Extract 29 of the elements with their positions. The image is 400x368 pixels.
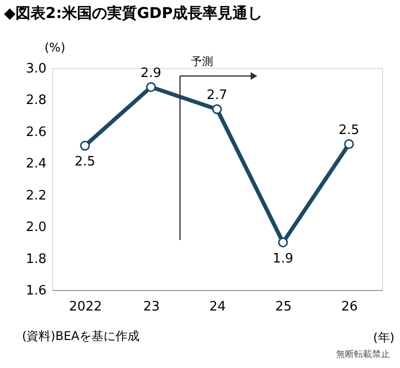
y-tick-label: 2.6 <box>26 124 46 140</box>
y-tick-label: 1.8 <box>26 252 46 267</box>
y-axis-title: (%) <box>44 40 66 54</box>
y-tick-label: 2.8 <box>26 93 46 108</box>
x-tick-label: 23 <box>143 300 160 314</box>
chart-title: ◆図表2:米国の実質GDP成長率見通し <box>4 4 263 22</box>
point <box>278 238 288 248</box>
x-tick-label: 25 <box>275 300 292 314</box>
data-label: 2.9 <box>140 66 162 82</box>
x-tick-label: 26 <box>341 300 358 314</box>
data-label: 1.9 <box>272 251 294 266</box>
y-tick-label: 2.0 <box>26 220 46 236</box>
y-tick-label: 2.2 <box>26 188 46 204</box>
point <box>344 139 354 150</box>
data-label: 2.5 <box>74 154 96 170</box>
y-tick-label: 2.4 <box>26 156 46 172</box>
text: (資料)BEAを基に作成 <box>22 329 140 343</box>
point <box>212 104 222 114</box>
point <box>80 140 90 151</box>
x-tick-label: 2022 <box>68 300 102 314</box>
x-tick-label: 24 <box>209 300 226 314</box>
point <box>146 82 156 92</box>
text: 予測 <box>191 55 213 68</box>
data-label: 2.5 <box>338 123 360 138</box>
text: 無断転載禁止 <box>336 349 390 360</box>
data-label: 2.7 <box>206 88 228 104</box>
x-axis-title: (年) <box>373 330 394 344</box>
y-tick-label: 1.6 <box>26 284 46 298</box>
y-tick-label: 3.0 <box>26 62 46 76</box>
